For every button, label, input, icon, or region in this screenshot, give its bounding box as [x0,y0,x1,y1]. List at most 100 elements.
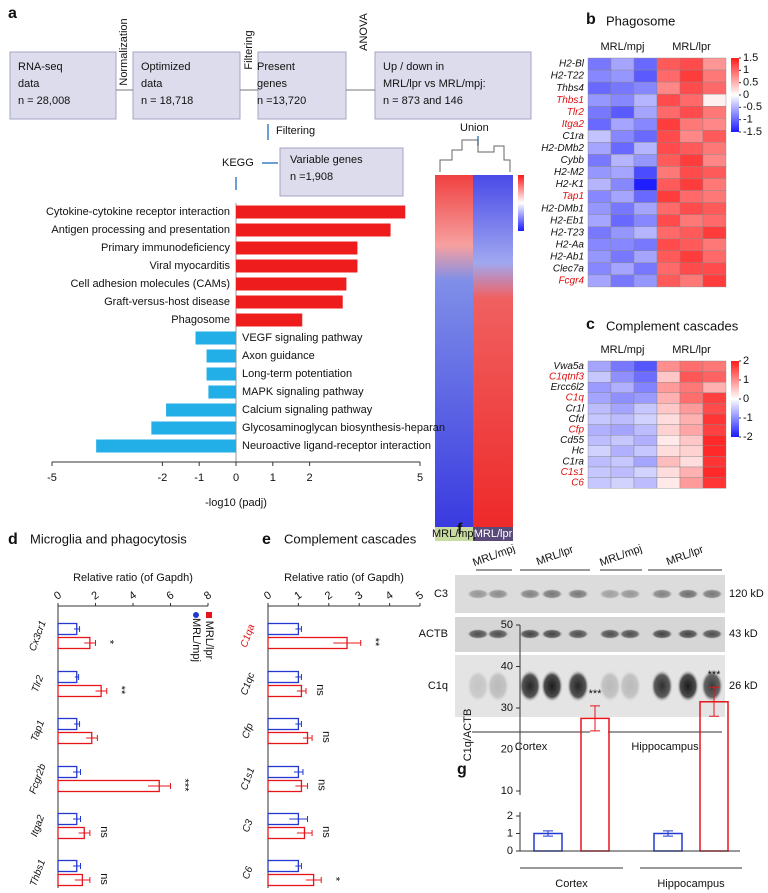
colorbar-label: -1 [743,114,753,126]
blot-band [567,670,589,702]
heat-cell [633,166,658,179]
box-text: n = 18,718 [141,95,193,107]
gene-label: Tlr2 [30,674,46,694]
gene-label: Cx3cr1 [28,619,49,653]
bar [236,223,391,237]
heat-cell [587,81,612,95]
heat-cell [587,238,612,252]
legend-swatch [193,612,199,618]
gene-label: H2-Eb1 [550,215,584,226]
heat-cell [656,274,681,288]
box-text: Up / down in [383,61,444,73]
heat-cell [587,130,612,143]
heat-cell [610,142,635,155]
heat-cell [656,166,681,179]
blot-band [567,589,589,599]
bar [236,205,406,219]
error-bar [95,688,108,694]
legend-label: MRL/lpr [203,621,215,660]
heat-cell [679,466,704,478]
significance: * [104,640,116,645]
blot-band [651,670,673,702]
step-label: ANOVA [358,12,370,50]
heat-cell [633,118,658,131]
heat-cell [702,477,727,489]
heat-cell [702,445,727,457]
heat-cell [610,413,635,425]
error-bar [296,688,307,694]
error-bar [663,830,673,837]
flow-box [279,147,404,197]
heat-cell [633,456,658,468]
bar [267,731,309,745]
panel-letter: d [8,531,18,548]
flow-box [257,51,347,120]
gene-label: H2-DMb2 [541,143,584,154]
heat-cell [633,190,658,203]
blot-band [599,629,621,639]
x-tick-label: Hippocampus [657,878,725,890]
inset-map [435,175,473,527]
category-label: Long-term potentiation [242,368,352,380]
heat-cell [587,274,612,288]
heat-cell [633,57,658,71]
heat-cell [587,445,612,457]
group-label: MRL/mpj [600,41,644,53]
group-bar [435,527,473,541]
gene-label: C1qa [239,623,258,650]
significance: *** [179,779,191,793]
heat-cell [679,403,704,415]
gene-label: Cfd [568,414,584,425]
heat-cell [702,166,727,179]
x-tick-label: 0 [262,589,274,602]
panel-letter: g [457,761,467,778]
heat-cell [702,178,727,191]
category-label: Graft-versus-host disease [104,296,230,308]
heat-cell [702,190,727,203]
flow-box [374,51,532,120]
error-bar [73,769,81,775]
x-tick-label: 1 [292,589,304,602]
flow-box [132,51,241,120]
inset-colorbar [518,175,524,231]
heat-cell [633,403,658,415]
heat-cell [633,250,658,264]
x-axis-title: Relative ratio (of Gapdh) [284,572,404,584]
heat-cell [656,142,681,155]
panel-letter: a [8,5,17,22]
heat-cell [587,178,612,191]
heat-cell [587,105,612,119]
heat-cell [610,382,635,394]
x-tick-label: 6 [164,589,176,602]
heat-cell [610,424,635,436]
significance: *** [589,688,603,700]
gene-label: C1qtnf3 [549,372,584,383]
colorbar-label: 2 [743,355,749,367]
heat-cell [702,360,727,372]
heat-cell [656,214,681,227]
bar [166,403,236,417]
heat-cell [587,466,612,478]
bar [206,367,236,381]
colorbar [731,58,739,132]
panel-letter: b [586,11,596,28]
heat-cell [610,118,635,131]
gene-label: Cybb [561,155,585,166]
blot-band [541,629,563,639]
heat-cell [702,274,727,288]
category-label: Cytokine-cytokine receptor interaction [46,206,230,218]
heat-cell [656,413,681,425]
category-label: Phagosome [171,314,230,326]
region-label: Cortex [515,741,548,753]
y-axis-title: C1q/ACTB [462,709,474,762]
heat-cell [610,178,635,191]
group-label: MRL/lpr [474,528,513,540]
heat-cell [702,81,727,95]
heat-cell [702,93,727,107]
heat-cell [587,226,612,239]
blot-band [701,670,723,702]
heat-cell [587,250,612,264]
panel-title: Phagosome [606,13,675,28]
gene-label: H2-M2 [554,167,584,178]
bar [267,684,303,698]
